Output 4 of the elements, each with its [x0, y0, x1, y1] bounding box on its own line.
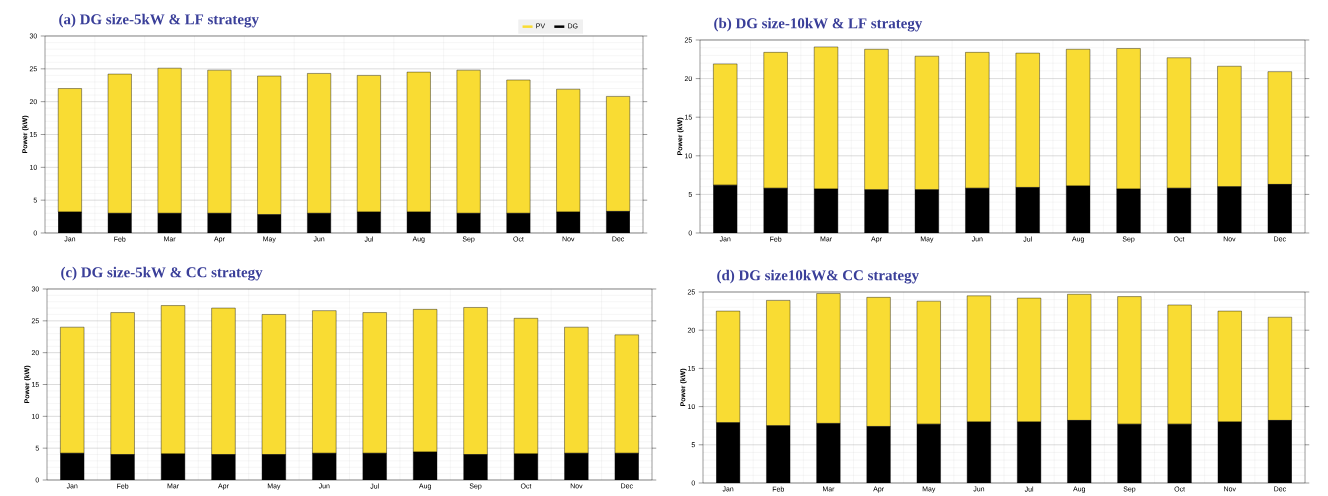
chart-title: (a) DG size-5kW & LF strategy — [59, 13, 259, 28]
chart-title: (d) DG size10kW& CC strategy — [717, 269, 919, 284]
chart-title: (b) DG size-10kW & LF strategy — [714, 17, 923, 32]
chart-title: (c) DG size-5kW & CC strategy — [61, 266, 263, 281]
